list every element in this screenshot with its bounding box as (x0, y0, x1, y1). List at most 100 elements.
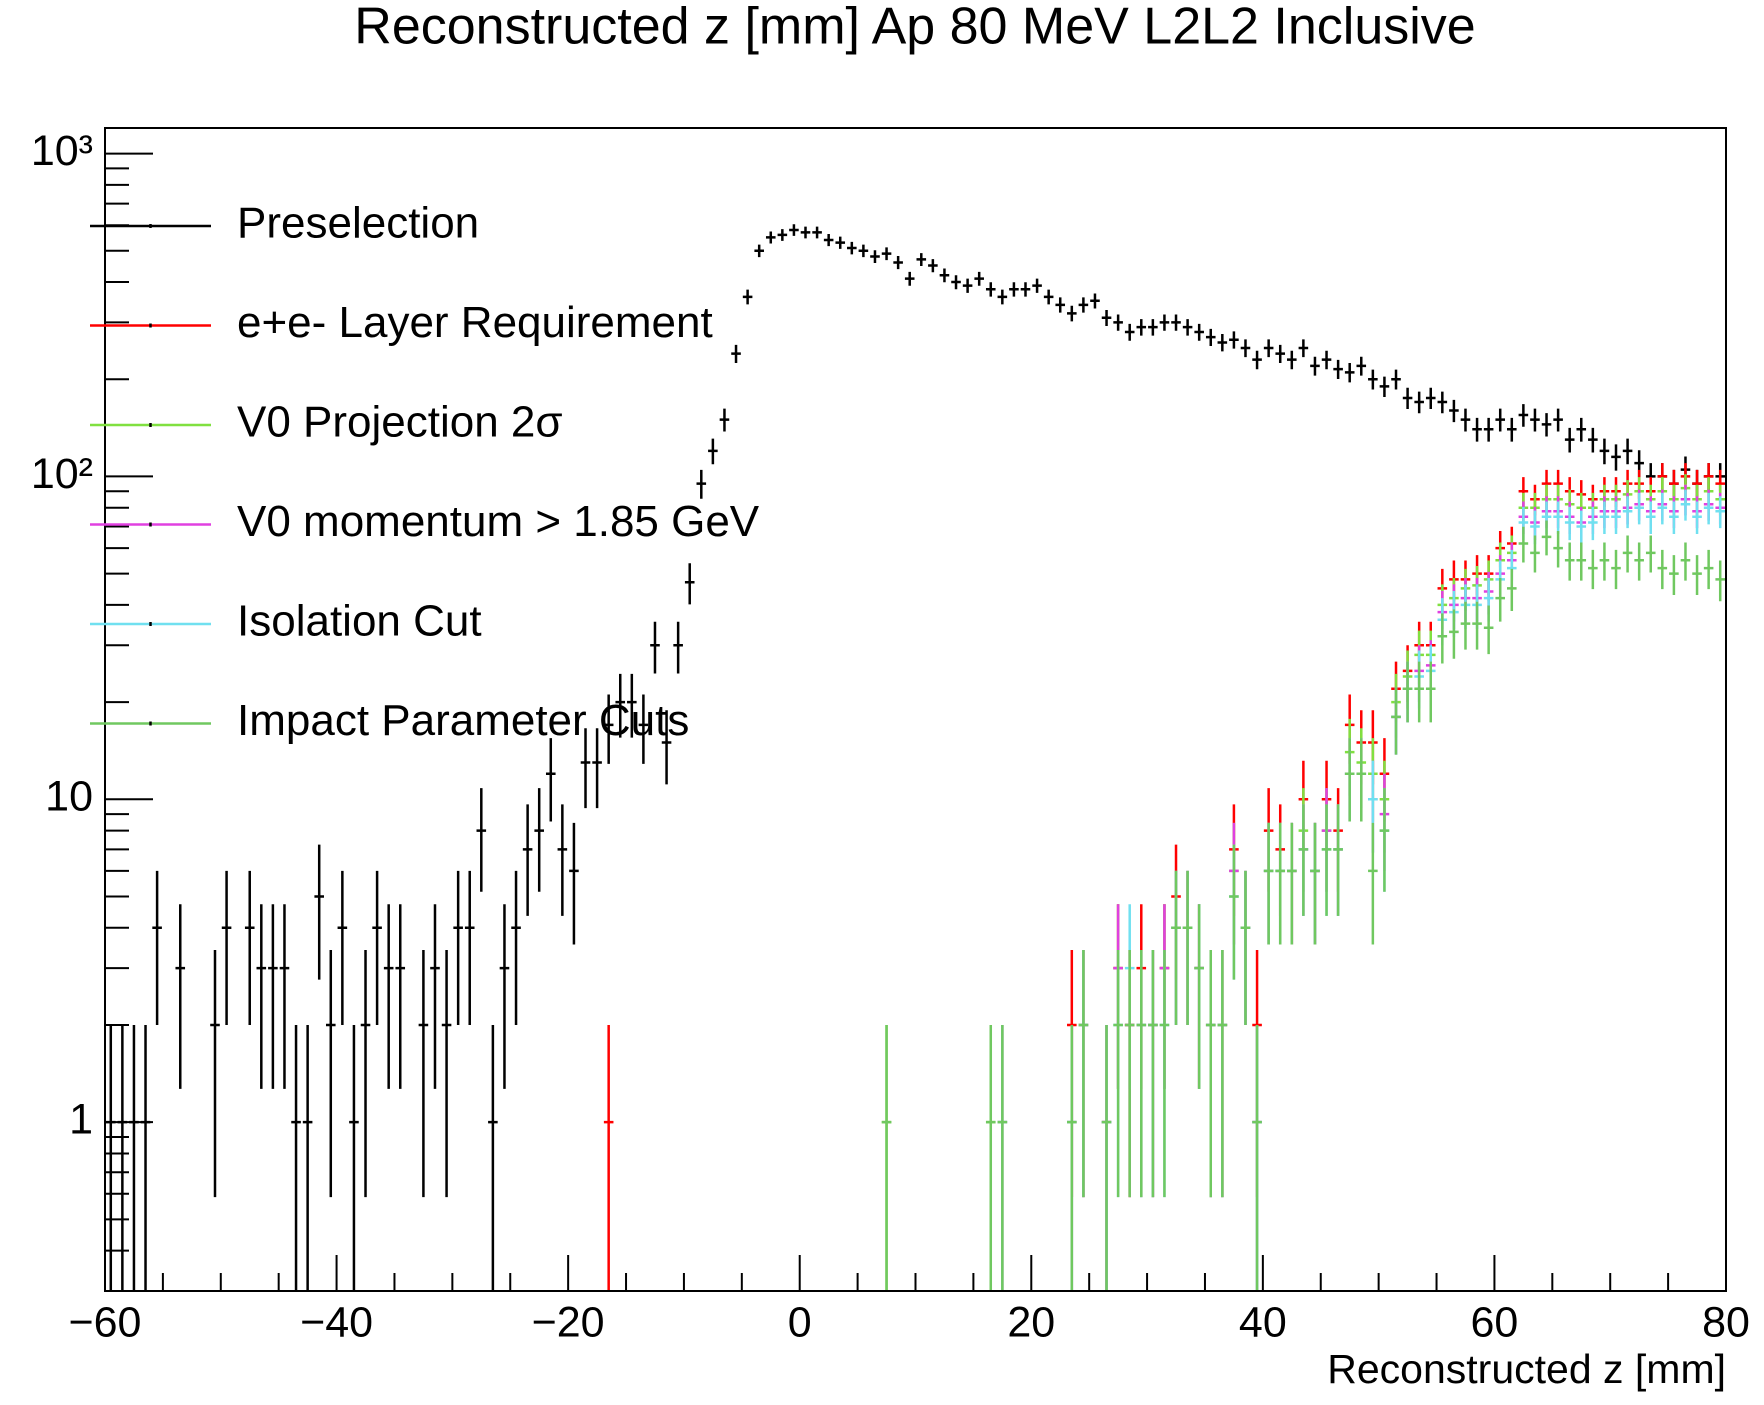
bin-point (1263, 339, 1274, 358)
bin-point (1483, 605, 1494, 655)
bin-point (1425, 661, 1436, 723)
bin-point (1437, 391, 1448, 414)
bin-point (1449, 609, 1459, 659)
bin-point (997, 1024, 1008, 1291)
bin-point (1425, 387, 1436, 409)
bin-point (1391, 369, 1401, 390)
bin-point (1055, 297, 1066, 313)
bin-point (1159, 949, 1170, 1198)
bin-point (1692, 501, 1702, 534)
bin-point (1321, 350, 1332, 370)
bin-point (812, 226, 822, 239)
bin-point (337, 870, 348, 1025)
bin-point (1252, 350, 1262, 370)
bin-point (1229, 844, 1239, 980)
bin-point (823, 234, 834, 247)
bin-point (360, 949, 371, 1198)
bin-point (1379, 376, 1390, 397)
bin-point (152, 870, 162, 1025)
bin-point (1275, 822, 1286, 945)
bin-point (1657, 492, 1668, 525)
bin-point (603, 1024, 614, 1291)
bin-point (1611, 444, 1621, 471)
bin-point (673, 621, 683, 674)
bin-point (997, 289, 1008, 305)
bin-point (638, 694, 649, 764)
x-tick-label: 80 (1702, 1298, 1750, 1346)
bin-point (1553, 501, 1563, 534)
bin-point (1645, 535, 1656, 573)
x-tick-label: −40 (300, 1298, 373, 1346)
bin-point (1356, 738, 1367, 822)
x-tick-label: 0 (788, 1298, 812, 1346)
bin-point (742, 289, 753, 305)
plot-area (106, 224, 1725, 1291)
bin-point (1460, 601, 1471, 650)
bin-point (870, 250, 880, 264)
bin-point (1182, 870, 1193, 1025)
bin-point (569, 822, 579, 945)
x-tick-label: −60 (69, 1298, 142, 1346)
bin-point (1564, 427, 1575, 453)
bin-point (1101, 1024, 1112, 1291)
bin-point (1715, 496, 1725, 529)
bin-point (985, 282, 996, 297)
bin-point (1205, 949, 1216, 1198)
bin-point (1298, 339, 1309, 358)
bin-point (1171, 870, 1181, 1025)
bin-point (1148, 319, 1158, 336)
bin-point (1333, 804, 1343, 916)
bin-point (1171, 314, 1181, 331)
bin-point (1680, 489, 1691, 521)
legend-label: Preselection (237, 199, 479, 248)
bin-point (1240, 339, 1251, 358)
bin-point (1472, 601, 1482, 650)
legend-label: V0 momentum > 1.85 GeV (237, 497, 760, 546)
y-tick-label: 10³ (31, 127, 93, 175)
bin-point (847, 241, 857, 255)
bin-point (962, 278, 973, 293)
bin-point (221, 870, 232, 1025)
bin-point (592, 728, 602, 809)
bin-point (129, 1024, 139, 1291)
bin-point (1043, 289, 1054, 305)
bin-point (1495, 577, 1506, 622)
bin-point (1194, 323, 1204, 341)
bin-point (383, 904, 394, 1089)
bin-point (1275, 344, 1286, 364)
bin-point (349, 1024, 359, 1291)
bin-point (1067, 1024, 1077, 1291)
bin-point (1113, 949, 1123, 1198)
bin-point (499, 904, 510, 1089)
bin-point (985, 1024, 996, 1291)
bin-point (1576, 510, 1587, 545)
bin-point (1009, 282, 1019, 297)
bin-point (1669, 501, 1679, 534)
bin-point (522, 804, 533, 916)
bin-point (974, 271, 984, 286)
bin-point (106, 1024, 116, 1291)
bin-point (1078, 297, 1089, 313)
bin-point (754, 244, 764, 258)
bin-point (1460, 408, 1471, 432)
bin-point (939, 268, 950, 283)
bin-point (545, 738, 556, 822)
bin-point (441, 949, 452, 1198)
x-axis-label: Reconstructed z [mm] (1327, 1346, 1726, 1392)
bin-point (1414, 661, 1424, 723)
bin-point (1310, 356, 1320, 376)
bin-point (372, 870, 382, 1025)
legend-label: V0 Projection 2σ (237, 398, 563, 447)
bin-point (1483, 417, 1494, 442)
bin-point (430, 904, 440, 1089)
bin-point (893, 256, 903, 270)
bin-point (1599, 501, 1610, 534)
bin-point (453, 870, 463, 1025)
bin-point (951, 275, 961, 290)
bin-point (800, 226, 811, 239)
bin-point (1344, 363, 1355, 383)
bin-point (1588, 549, 1598, 590)
bin-point (708, 438, 718, 465)
bin-point (1530, 535, 1540, 573)
legend-label: e+e- Layer Requirement (237, 298, 713, 347)
